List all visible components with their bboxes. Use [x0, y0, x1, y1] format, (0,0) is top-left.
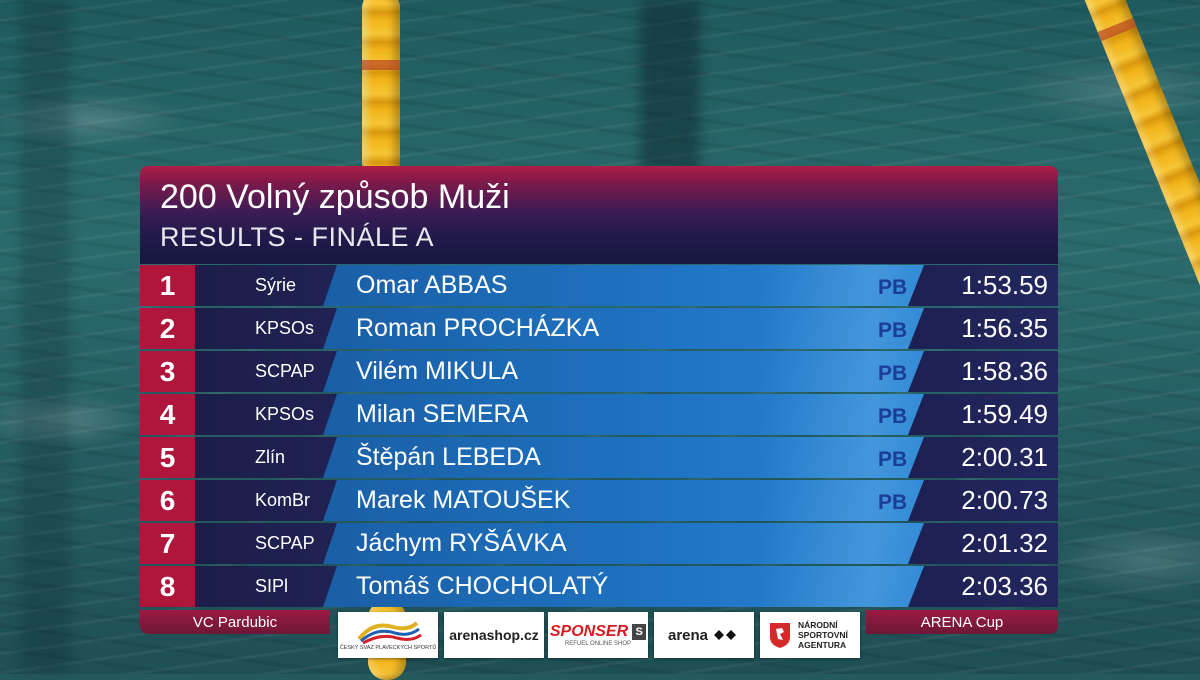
club-name: SCPAP [255, 533, 315, 553]
finish-time: 1:53.59 [961, 270, 1048, 300]
rank-number: 7 [140, 523, 195, 564]
finish-time: 2:01.32 [961, 528, 1048, 558]
event-title: 200 Volný způsob Muži [160, 178, 510, 216]
cssp-swoosh-icon [357, 621, 422, 645]
rank-number: 3 [140, 351, 195, 392]
competition-label: ARENA Cup [866, 610, 1058, 634]
result-row: 2 KPSOs Roman PROCHÁZKA PB 1:56.35 [140, 307, 1058, 350]
pb-badge: PB [878, 361, 908, 385]
pb-badge: PB [878, 318, 908, 342]
result-row: 5 Zlín Štěpán LEBEDA PB 2:00.31 [140, 436, 1058, 479]
club-name: KPSOs [255, 404, 315, 424]
results-list: 1 Sýrie Omar ABBAS PB 1:53.59 2 KPSOs Ro… [140, 264, 1058, 608]
finish-time: 1:59.49 [961, 399, 1048, 429]
club-name: KPSOs [255, 318, 315, 338]
swimmer-name: Marek MATOUŠEK [356, 486, 571, 514]
scoreboard-header: 200 Volný způsob Muži RESULTS - FINÁLE A [140, 166, 1058, 264]
pb-badge: PB [878, 490, 908, 514]
lane-rope [362, 0, 400, 180]
result-row: 8 SIPl Tomáš CHOCHOLATÝ 2:03.36 [140, 565, 1058, 608]
club-name: Zlín [255, 447, 286, 467]
arena-logo: arena [654, 612, 754, 658]
swimmer-name: Vilém MIKULA [356, 357, 519, 385]
rank-number: 1 [140, 265, 195, 306]
result-row: 7 SCPAP Jáchym RYŠÁVKA 2:01.32 [140, 522, 1058, 565]
result-row: 3 SCPAP Vilém MIKULA PB 1:58.36 [140, 350, 1058, 393]
swimmer-name: Tomáš CHOCHOLATÝ [356, 572, 609, 600]
venue-label: VC Pardubic [140, 610, 330, 634]
result-row: 1 Sýrie Omar ABBAS PB 1:53.59 [140, 264, 1058, 307]
pb-badge: PB [878, 404, 908, 428]
sponser-text: SPONSER [549, 623, 629, 640]
swimmer-name: Omar ABBAS [356, 271, 508, 299]
result-row: 6 KomBr Marek MATOUŠEK PB 2:00.73 [140, 479, 1058, 522]
arena-diamond-icon [714, 630, 737, 640]
finish-time: 2:00.31 [961, 442, 1048, 472]
club-name: SCPAP [255, 361, 315, 381]
pb-badge: PB [878, 447, 908, 471]
pool-lane-line [640, 0, 700, 170]
result-row: 4 KPSOs Milan SEMERA PB 1:59.49 [140, 393, 1058, 436]
arenashop-logo: arenashop.cz [444, 612, 544, 658]
sponser-logo: SPONSER S REFUEL ONLINE SHOP [548, 612, 648, 658]
lion-shield-icon [770, 623, 790, 648]
rank-number: 2 [140, 308, 195, 349]
arena-text: arena [667, 626, 709, 644]
swimmer-name: Štěpán LEBEDA [356, 443, 541, 471]
sponser-subtext: REFUEL ONLINE SHOP [564, 641, 632, 647]
rank-number: 6 [140, 480, 195, 521]
club-name: KomBr [255, 490, 311, 510]
rank-number: 8 [140, 566, 195, 607]
swimmer-name: Roman PROCHÁZKA [356, 314, 600, 342]
nsa-text: NÁRODNÍ SPORTOVNÍ AGENTURA [798, 620, 848, 650]
pb-badge [878, 569, 918, 608]
cssp-caption: ČESKÝ SVAZ PLAVECKÝCH SPORTŮ [339, 645, 437, 651]
rank-number: 5 [140, 437, 195, 478]
cssp-logo: ČESKÝ SVAZ PLAVECKÝCH SPORTŮ [338, 612, 438, 658]
club-name: SIPl [255, 576, 289, 596]
swimmer-name: Jáchym RYŠÁVKA [356, 529, 567, 557]
event-subtitle: RESULTS - FINÁLE A [160, 222, 435, 252]
finish-time: 1:58.36 [961, 356, 1048, 386]
finish-time: 2:03.36 [961, 571, 1048, 601]
finish-time: 2:00.73 [961, 485, 1048, 515]
pool-lane-line [20, 0, 70, 674]
rank-number: 4 [140, 394, 195, 435]
club-name: Sýrie [255, 275, 297, 295]
finish-time: 1:56.35 [961, 313, 1048, 343]
nsa-logo: NÁRODNÍ SPORTOVNÍ AGENTURA [760, 612, 860, 658]
sponser-s-icon: S [632, 624, 647, 640]
pb-badge [878, 526, 918, 565]
pb-badge: PB [878, 275, 908, 299]
arenashop-text: arenashop.cz [449, 627, 539, 643]
swimmer-name: Milan SEMERA [356, 400, 529, 428]
